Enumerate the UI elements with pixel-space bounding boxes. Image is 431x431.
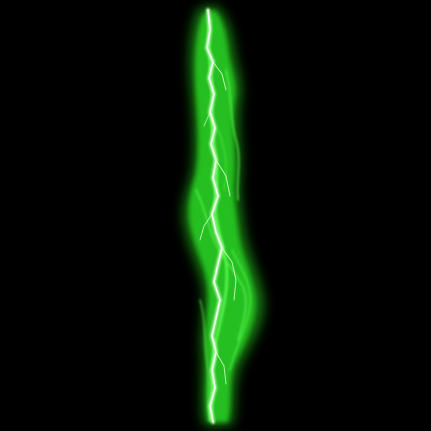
lightning-core — [199, 8, 237, 424]
glow-mid — [189, 10, 255, 422]
